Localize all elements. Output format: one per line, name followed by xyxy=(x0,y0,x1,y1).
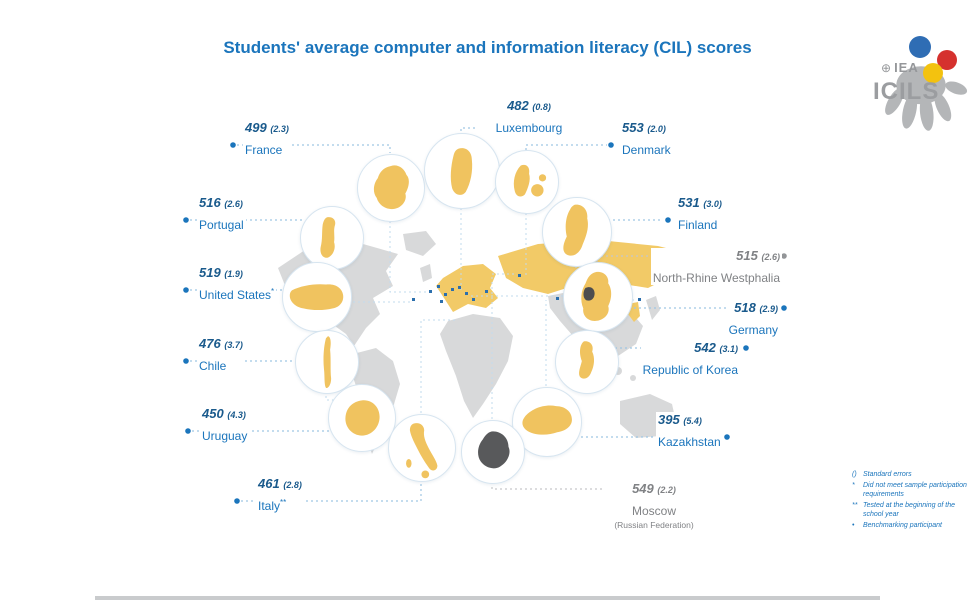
kazakhstan-circle xyxy=(512,387,582,457)
label-chile: 476 (3.7) Chile xyxy=(197,336,245,373)
portugal-shape-icon xyxy=(320,217,336,258)
label-luxembourg: 482 (0.8) Luxembourg xyxy=(477,98,581,135)
label-germany: 518 (2.9) Germany xyxy=(726,300,780,337)
score-kazakhstan: 395 (5.4) xyxy=(658,412,702,427)
name-italy: Italy** xyxy=(258,498,287,513)
name-kazakhstan: Kazakhstan xyxy=(658,435,721,449)
score-finland: 531 (3.0) xyxy=(678,195,722,210)
score-france: 499 (2.3) xyxy=(245,120,289,135)
moscow-shape-icon xyxy=(478,431,510,469)
label-kazakhstan: 395 (5.4) Kazakhstan xyxy=(656,412,723,449)
legend-item-standard-errors: () Standard errors xyxy=(852,471,912,478)
score-chile: 476 (3.7) xyxy=(199,336,243,351)
name-portugal: Portugal xyxy=(199,218,244,232)
finland-circle xyxy=(542,197,612,267)
kazakhstan-shape-icon xyxy=(522,405,572,435)
label-united-states: 519 (1.9) United States* xyxy=(197,265,277,302)
nrw-region-shape-icon xyxy=(583,287,595,301)
denmark-shape-icon xyxy=(513,164,547,197)
score-denmark: 553 (2.0) xyxy=(622,120,666,135)
label-korea: 542 (3.1) Republic of Korea xyxy=(640,340,740,377)
score-nrw: 515 (2.6) xyxy=(736,248,780,263)
uruguay-shape-icon xyxy=(345,400,380,436)
portugal-circle xyxy=(300,206,364,270)
yellow-dot-icon xyxy=(923,63,943,83)
score-korea: 542 (3.1) xyxy=(694,340,738,355)
score-italy: 461 (2.8) xyxy=(258,476,302,491)
label-denmark: 553 (2.0) Denmark xyxy=(620,120,673,157)
legend-item-sample-participation: * Did not meet sample participation requi… xyxy=(852,482,967,499)
score-united-states: 519 (1.9) xyxy=(199,265,243,280)
moscow-circle xyxy=(461,420,525,484)
united-states-shape-icon xyxy=(289,284,344,311)
score-moscow: 549 (2.2) xyxy=(632,481,676,496)
name-france: France xyxy=(245,143,283,157)
bottom-banner-edge xyxy=(95,596,880,600)
korea-shape-icon xyxy=(579,341,595,379)
icils-wordmark: ICILS xyxy=(873,78,940,105)
label-portugal: 516 (2.6) Portugal xyxy=(197,195,246,232)
name-germany: Germany xyxy=(728,323,778,337)
globe-icon: ⊕ xyxy=(881,61,893,75)
iea-wordmark: ⊕ IEA xyxy=(881,60,919,75)
label-uruguay: 450 (4.3) Uruguay xyxy=(200,406,250,443)
name-moscow: Moscow xyxy=(631,504,676,518)
score-luxembourg: 482 (0.8) xyxy=(507,98,551,113)
legend-item-benchmarking: • Benchmarking participant xyxy=(852,522,942,530)
blue-dot-icon xyxy=(909,36,931,58)
label-finland: 531 (3.0) Finland xyxy=(676,195,724,232)
korea-circle xyxy=(555,330,619,394)
label-moscow: 549 (2.2) Moscow (Russian Federation) xyxy=(602,481,706,530)
germany-circle xyxy=(563,262,633,332)
iea-icils-logo: ⊕ IEA ICILS xyxy=(855,30,973,145)
france-shape-icon xyxy=(373,165,409,210)
score-uruguay: 450 (4.3) xyxy=(202,406,246,421)
subname-moscow: (Russian Federation) xyxy=(614,520,694,530)
name-nrw: North-Rhine Westphalia xyxy=(652,271,780,285)
name-denmark: Denmark xyxy=(622,143,671,157)
finland-shape-icon xyxy=(563,204,588,256)
germany-shape-icon xyxy=(581,271,612,321)
uruguay-circle xyxy=(328,384,396,452)
name-luxembourg: Luxembourg xyxy=(495,121,563,135)
name-chile: Chile xyxy=(199,359,227,373)
italy-shape-icon xyxy=(406,423,438,479)
score-germany: 518 (2.9) xyxy=(734,300,778,315)
luxembourg-circle xyxy=(424,133,500,209)
name-korea: Republic of Korea xyxy=(642,363,738,377)
italy-circle xyxy=(388,414,456,482)
label-nrw: 515 (2.6) North-Rhine Westphalia xyxy=(650,248,782,285)
red-dot-icon xyxy=(937,50,957,70)
chile-shape-icon xyxy=(323,336,332,388)
score-portugal: 516 (2.6) xyxy=(199,195,243,210)
name-finland: Finland xyxy=(678,218,718,232)
name-united-states: United States* xyxy=(199,287,275,302)
legend-item-school-year: ** Tested at the beginning of the school … xyxy=(852,502,955,519)
label-italy: 461 (2.8) Italy** xyxy=(256,476,304,513)
legend: () Standard errors * Did not meet sample p… xyxy=(852,470,970,533)
france-circle xyxy=(357,154,425,222)
label-france: 499 (2.3) France xyxy=(243,120,291,157)
name-uruguay: Uruguay xyxy=(202,429,248,443)
page-title: Students' average computer and informati… xyxy=(223,38,752,57)
luxembourg-shape-icon xyxy=(450,148,473,195)
denmark-circle xyxy=(495,150,559,214)
united-states-circle xyxy=(282,262,352,332)
